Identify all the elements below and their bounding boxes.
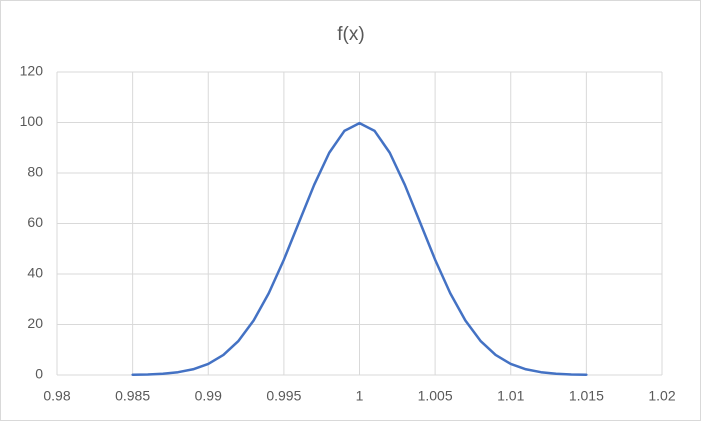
x-tick-label: 1: [356, 388, 364, 404]
y-tick-label: 60: [27, 214, 43, 230]
x-tick-label: 0.995: [266, 388, 301, 404]
x-tick-label: 0.98: [43, 388, 70, 404]
data-line: [131, 121, 588, 377]
x-tick-label: 1.01: [497, 388, 524, 404]
x-tick-label: 1.015: [569, 388, 604, 404]
chart-title: f(x): [337, 24, 364, 45]
y-tick-label: 40: [27, 265, 43, 281]
y-tick-label: 0: [35, 366, 43, 382]
x-tick-label: 0.99: [195, 388, 222, 404]
x-tick-label: 1.02: [648, 388, 675, 404]
x-tick-label: 1.005: [418, 388, 453, 404]
y-tick-label: 80: [27, 164, 43, 180]
x-tick-label: 0.985: [115, 388, 150, 404]
y-tick-label: 120: [20, 63, 44, 79]
y-tick-label: 20: [27, 315, 43, 331]
y-tick-label: 100: [20, 113, 44, 129]
